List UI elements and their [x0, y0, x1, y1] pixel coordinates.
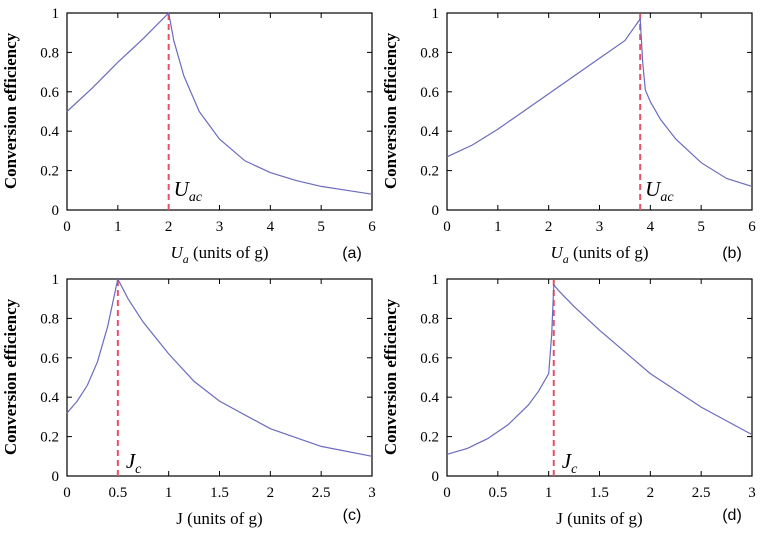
panel-d-critical-label: Jc: [562, 449, 578, 477]
panel-b-xtick-label: 4: [647, 219, 655, 235]
panel-b-xtick-label: 6: [748, 219, 756, 235]
panel-a-panel-label: (a): [342, 245, 362, 262]
panel-b-ytick-label: 1: [432, 6, 440, 22]
panel-b-xtick-label: 2: [545, 219, 553, 235]
panel-c-critical-label: Jc: [126, 449, 142, 477]
panel-b-ytick-label: 0.6: [420, 85, 439, 101]
panel-c-ytick-label: 0.4: [40, 390, 59, 406]
panel-a-ytick-label: 0.8: [40, 45, 59, 61]
panel-a-xtick-label: 1: [114, 219, 122, 235]
panel-d-xtick-label: 2.5: [692, 485, 711, 501]
panel-c-series-line: [66, 277, 373, 457]
panel-c-xlabel: J (units of g): [176, 509, 262, 528]
panel-b-ytick-label: 0: [432, 203, 440, 219]
panel-b-series-line: [446, 17, 753, 187]
panel-d-xtick-label: 3: [748, 485, 756, 501]
panel-a-series-line: [66, 11, 373, 195]
panel-b-ytick-label: 0.8: [420, 45, 439, 61]
panel-c-axes-frame: [66, 278, 373, 477]
panel-b-xtick-label: 0: [443, 219, 451, 235]
panel-b-xtick-label: 5: [697, 219, 705, 235]
panel-d-xtick-label: 2: [647, 485, 655, 501]
panel-a-ytick-label: 1: [52, 6, 60, 22]
panel-a-xtick-label: 0: [63, 219, 71, 235]
panel-c-panel-label: (c): [343, 507, 362, 524]
panel-a-xlabel: Ua (units of g): [170, 243, 268, 266]
panel-a-ytick-label: 0.2: [40, 164, 59, 180]
panel-a-ylabel: Conversion efficiency: [1, 32, 20, 189]
panel-c-xtick-label: 0.5: [108, 485, 127, 501]
panel-b-xtick-label: 3: [596, 219, 604, 235]
panel-d-ytick-label: 1: [432, 272, 440, 288]
panel-a-critical-label: Uac: [174, 177, 203, 205]
panel-b-ytick-label: 0.2: [420, 164, 439, 180]
panel-b-ylabel: Conversion efficiency: [381, 32, 400, 189]
panel-d-xlabel: J (units of g): [556, 509, 642, 528]
panel-a-ytick-label: 0.4: [40, 124, 59, 140]
panel-d-xtick-label: 1.5: [590, 485, 609, 501]
panel-d-ytick-label: 0.4: [420, 390, 439, 406]
panel-b-panel-label: (b): [722, 245, 742, 262]
panel-c-ytick-label: 1: [52, 272, 60, 288]
panel-a-xtick-label: 3: [216, 219, 224, 235]
panel-c-xtick-label: 3: [368, 485, 376, 501]
panel-d-panel-label: (d): [722, 507, 742, 524]
panel-d-xtick-label: 0: [443, 485, 451, 501]
panel-c-xtick-label: 2.5: [312, 485, 331, 501]
panel-c-ytick-label: 0.8: [40, 311, 59, 327]
panel-c-ytick-label: 0.6: [40, 351, 59, 367]
panel-a-ytick-label: 0: [52, 203, 60, 219]
panel-c-ytick-label: 0.2: [40, 430, 59, 446]
panel-c-xtick-label: 2: [267, 485, 275, 501]
panel-a-ytick-label: 0.6: [40, 85, 59, 101]
panel-d-ytick-label: 0.6: [420, 351, 439, 367]
panel-b-ytick-label: 0.4: [420, 124, 439, 140]
panel-c-xtick-label: 1.5: [210, 485, 229, 501]
panel-d-ytick-label: 0.2: [420, 430, 439, 446]
panel-c-xtick-label: 1: [165, 485, 173, 501]
panel-a-xtick-label: 5: [317, 219, 325, 235]
panel-b-critical-label: Uac: [645, 177, 674, 205]
panel-d-xtick-label: 0.5: [488, 485, 507, 501]
panel-c-xtick-label: 0: [63, 485, 71, 501]
panel-b-xtick-label: 1: [494, 219, 502, 235]
panel-d-xtick-label: 1: [545, 485, 553, 501]
panel-a-xtick-label: 6: [368, 219, 376, 235]
panel-c-ytick-label: 0: [52, 469, 60, 485]
panel-d-series-line: [446, 283, 753, 455]
panel-d-axes-frame: [446, 278, 753, 477]
panel-d-ytick-label: 0: [432, 469, 440, 485]
panel-a-axes-frame: [66, 12, 373, 211]
panel-a-xtick-label: 2: [165, 219, 173, 235]
panel-c-ylabel: Conversion efficiency: [1, 298, 20, 455]
panel-b-xlabel: Ua (units of g): [550, 243, 648, 266]
panel-a-xtick-label: 4: [267, 219, 275, 235]
panel-d-ytick-label: 0.8: [420, 311, 439, 327]
panel-d-ylabel: Conversion efficiency: [381, 298, 400, 455]
panel-b-axes-frame: [446, 12, 753, 211]
